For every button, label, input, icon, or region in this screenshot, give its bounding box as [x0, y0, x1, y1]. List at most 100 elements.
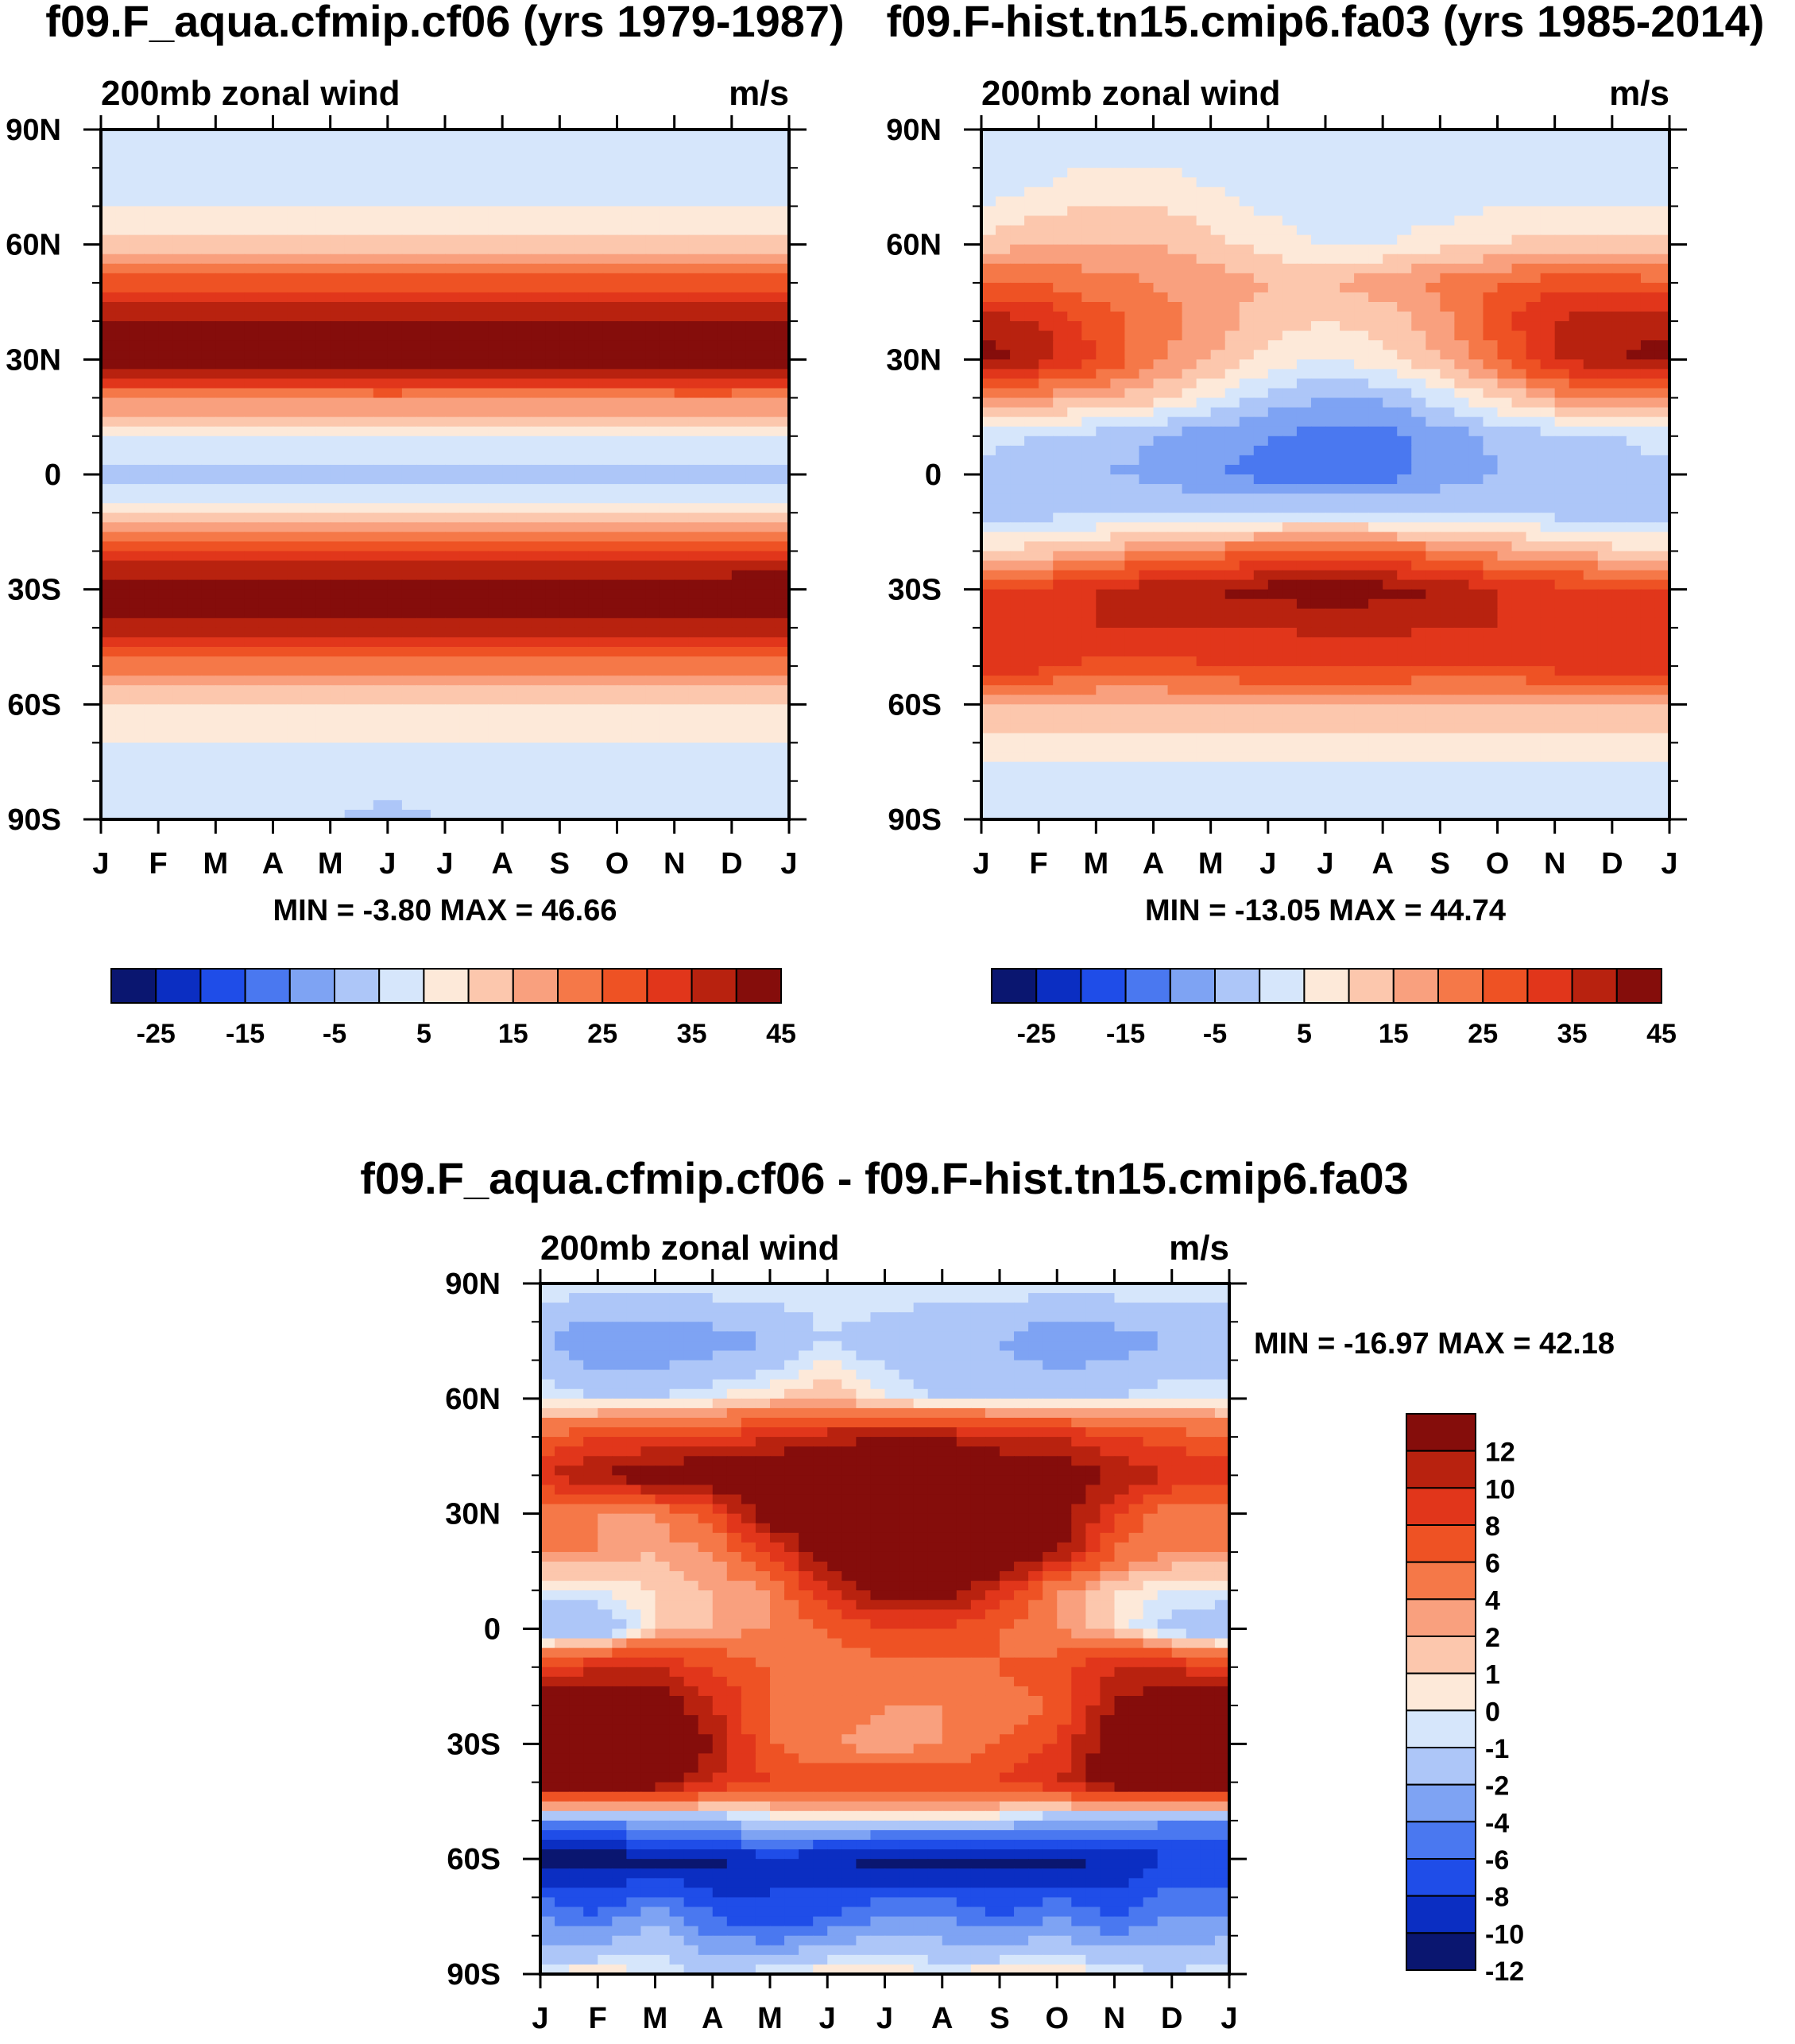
heatmap-cell [731, 742, 747, 753]
heatmap-cell [1267, 234, 1283, 246]
heatmap-cell [631, 321, 647, 331]
heatmap-cell [130, 340, 145, 351]
heatmap-cell [631, 780, 647, 792]
heatmap-cell [187, 263, 203, 274]
heatmap-cell [660, 263, 675, 274]
heatmap-cell [1511, 187, 1527, 198]
heatmap-cell [717, 416, 733, 428]
heatmap-cell [1511, 350, 1527, 361]
heatmap-cell [273, 263, 288, 274]
heatmap-cell [1468, 369, 1484, 380]
heatmap-cell [1196, 168, 1212, 179]
heatmap-cell [344, 752, 360, 763]
heatmap-cell [230, 541, 246, 552]
heatmap-cell [602, 340, 618, 351]
heatmap-cell [301, 799, 317, 811]
heatmap-cell [745, 627, 761, 638]
heatmap-cell [1039, 196, 1054, 207]
heatmap-cell [416, 312, 431, 322]
heatmap-cell [774, 149, 789, 159]
heatmap-cell [531, 733, 547, 744]
heatmap-cell [1597, 321, 1613, 331]
heatmap-cell [1611, 302, 1627, 312]
heatmap-cell [574, 359, 590, 370]
heatmap-cell [1296, 225, 1312, 236]
heatmap-cell [258, 130, 274, 140]
heatmap-cell [344, 302, 360, 312]
heatmap-cell [559, 714, 575, 725]
heatmap-cell [631, 388, 647, 399]
heatmap-cell [430, 608, 446, 619]
heatmap-cell [531, 168, 547, 179]
heatmap-cell [215, 551, 231, 562]
heatmap-cell [717, 282, 733, 293]
heatmap-cell [731, 617, 747, 629]
heatmap-cell [445, 513, 460, 524]
heatmap-cell [215, 513, 231, 524]
heatmap-cell [445, 331, 460, 342]
heatmap-cell [774, 426, 789, 437]
heatmap-cell [717, 359, 733, 370]
heatmap-cell [230, 627, 246, 638]
heatmap-cell [617, 455, 633, 466]
heatmap-cell [158, 149, 174, 159]
heatmap-cell [115, 570, 130, 581]
heatmap-cell [144, 494, 159, 504]
heatmap-cell [430, 206, 446, 217]
heatmap-cell [745, 273, 761, 284]
heatmap-cell [1253, 177, 1269, 188]
colorbar-label: 15 [498, 1019, 528, 1049]
heatmap-cell [1267, 254, 1283, 265]
heatmap-cell [531, 130, 547, 140]
heatmap-cell [1583, 215, 1599, 226]
heatmap-cell [502, 331, 518, 342]
heatmap-cell [660, 292, 675, 303]
heatmap-cell [574, 676, 590, 687]
heatmap-cell [617, 149, 633, 159]
heatmap-cell [201, 158, 217, 169]
heatmap-cell [1497, 244, 1513, 255]
heatmap-cell [158, 302, 174, 312]
heatmap-cell [1239, 282, 1255, 293]
heatmap-cell [996, 350, 1011, 361]
heatmap-cell [588, 263, 604, 274]
heatmap-cell [516, 704, 532, 715]
heatmap-cell [244, 397, 260, 408]
heatmap-cell [645, 158, 661, 169]
heatmap-cell [1167, 244, 1183, 255]
heatmap-cell [315, 168, 331, 179]
heatmap-cell [660, 455, 675, 466]
heatmap-cell [1597, 378, 1613, 389]
heatmap-cell [1124, 139, 1140, 149]
heatmap-cell [1196, 302, 1212, 312]
heatmap-cell [1096, 388, 1112, 399]
heatmap-cell [760, 761, 776, 772]
heatmap-cell [445, 541, 460, 552]
heatmap-cell [459, 532, 474, 543]
heatmap-cell [1196, 206, 1212, 217]
heatmap-cell [588, 695, 604, 706]
heatmap-cell [1654, 312, 1669, 322]
heatmap-cell [344, 292, 360, 303]
heatmap-cell [459, 742, 474, 753]
heatmap-cell [702, 589, 718, 600]
heatmap-cell [502, 292, 518, 303]
heatmap-cell [660, 589, 675, 600]
heatmap-cell [1325, 215, 1340, 226]
heatmap-cell [287, 321, 303, 331]
heatmap-cell [488, 187, 503, 198]
heatmap-cell [1139, 407, 1155, 418]
heatmap-cell [144, 780, 159, 792]
heatmap-cell [1511, 206, 1527, 217]
heatmap-cell [459, 359, 474, 370]
heatmap-cell [717, 647, 733, 657]
heatmap-cell [1640, 168, 1656, 179]
heatmap-cell [1239, 388, 1255, 399]
heatmap-cell [996, 139, 1011, 149]
heatmap-cell [545, 445, 561, 456]
heatmap-cell [172, 627, 188, 638]
heatmap-cell [1526, 350, 1542, 361]
heatmap-cell [401, 676, 417, 687]
heatmap-cell [201, 608, 217, 619]
heatmap-cell [545, 570, 561, 581]
